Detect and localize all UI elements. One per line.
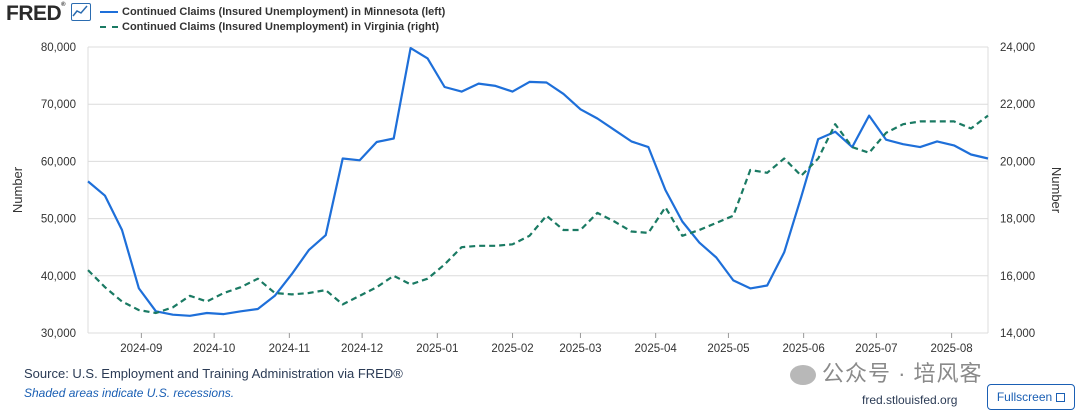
x-tick-label: 2024-09 [120, 343, 162, 355]
x-tick-label: 2025-06 [783, 343, 825, 355]
left-axis-ticks: 30,000 40,000 50,000 60,000 70,000 80,000 [41, 42, 76, 340]
x-tick-label: 2025-01 [416, 343, 458, 355]
right-tick-label: 18,000 [1000, 214, 1035, 226]
legend-label-virginia: Continued Claims (Insured Unemployment) … [122, 20, 439, 33]
wechat-icon [790, 365, 816, 386]
fred-logo-text: FRED [6, 2, 62, 25]
fullscreen-button[interactable]: Fullscreen [987, 384, 1075, 410]
left-tick-label: 70,000 [41, 99, 76, 111]
legend-swatch-solid [100, 10, 118, 13]
right-tick-label: 16,000 [1000, 271, 1035, 283]
watermark: 公众号 · 培风客 [790, 356, 983, 388]
right-axis-ticks: 14,000 16,000 18,000 20,000 22,000 24,000 [1000, 42, 1035, 340]
left-tick-label: 50,000 [41, 214, 76, 226]
fred-logo-mark: ® [61, 2, 66, 8]
right-tick-label: 14,000 [1000, 328, 1035, 340]
x-tick-label: 2025-05 [707, 343, 749, 355]
x-tick-label: 2025-03 [559, 343, 601, 355]
fullscreen-icon [1056, 392, 1066, 402]
chart-legend: Continued Claims (Insured Unemployment) … [100, 4, 445, 34]
left-tick-label: 30,000 [41, 328, 76, 340]
right-tick-label: 22,000 [1000, 99, 1035, 111]
right-tick-label: 24,000 [1000, 42, 1035, 54]
legend-swatch-dashed [100, 25, 118, 28]
x-tick-label: 2025-07 [855, 343, 897, 355]
left-tick-label: 40,000 [41, 271, 76, 283]
fred-logo[interactable]: FRED® [6, 2, 66, 26]
grid-lines [87, 46, 989, 334]
x-tick-label: 2024-11 [269, 343, 310, 355]
x-axis-ticks: 2024-09 2024-10 2024-11 2024-12 2025-01 2025-… [120, 333, 973, 355]
right-tick-label: 20,000 [1000, 156, 1035, 168]
x-tick-label: 2025-02 [491, 343, 533, 355]
left-tick-label: 80,000 [41, 42, 76, 54]
series-lines [87, 46, 989, 317]
x-tick-label: 2025-04 [635, 343, 678, 355]
left-tick-label: 60,000 [41, 156, 76, 168]
x-tick-label: 2024-10 [193, 343, 235, 355]
series-line-virginia [87, 114, 989, 315]
left-axis-label: Number [10, 166, 25, 213]
source-text: Source: U.S. Employment and Training Adm… [24, 366, 403, 381]
fred-url-link[interactable]: fred.stlouisfed.org [862, 393, 958, 407]
legend-item-virginia: Continued Claims (Insured Unemployment) … [100, 19, 445, 34]
recession-note: Shaded areas indicate U.S. recessions. [24, 386, 235, 400]
series-line-minnesota [87, 46, 989, 317]
x-tick-label: 2024-12 [341, 343, 383, 355]
fullscreen-label: Fullscreen [996, 390, 1053, 404]
watermark-text: 公众号 · 培风客 [822, 361, 983, 386]
x-tick-label: 2025-08 [931, 343, 973, 355]
line-graph-icon [71, 3, 91, 21]
legend-label-minnesota: Continued Claims (Insured Unemployment) … [122, 5, 446, 18]
legend-item-minnesota: Continued Claims (Insured Unemployment) … [100, 4, 445, 19]
right-axis-label: Number [1049, 167, 1064, 214]
